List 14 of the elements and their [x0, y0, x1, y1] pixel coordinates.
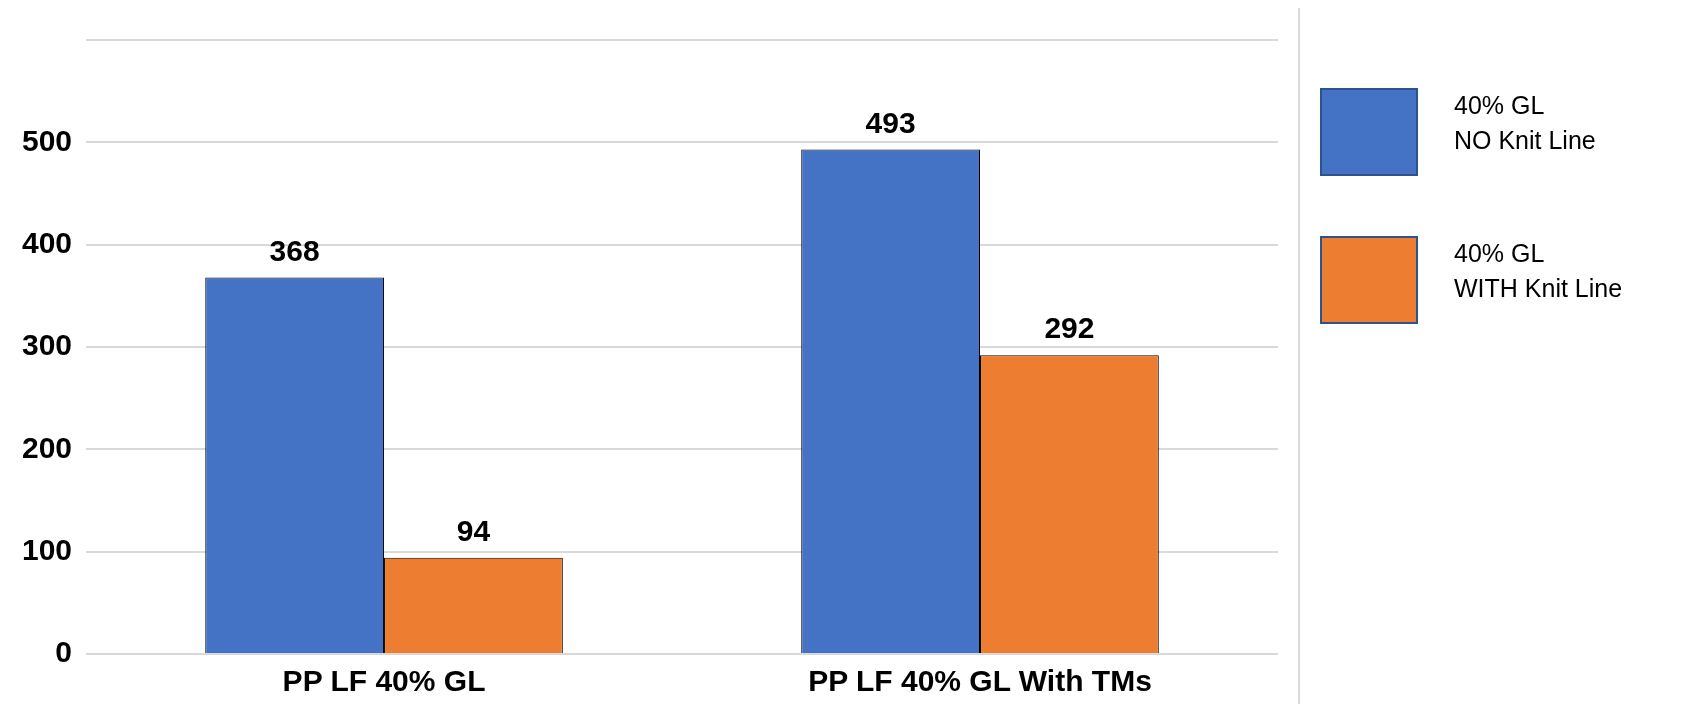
y-tick-label: 0 — [55, 635, 73, 669]
x-tick-label: PP LF 40% GL With TMs — [808, 664, 1152, 698]
data-label: 493 — [865, 105, 916, 139]
text: 40% GL WITH Knit Line — [1454, 238, 1623, 304]
x-tick-label: PP LF 40% GL — [282, 664, 486, 698]
y-tick-label: 300 — [21, 328, 73, 362]
data-label: 94 — [456, 514, 491, 548]
data-label: 368 — [269, 233, 320, 267]
text: 40% GL NO Knit Line — [1454, 90, 1596, 156]
y-tick-label: 200 — [21, 430, 73, 464]
y-tick-label: 500 — [21, 123, 73, 157]
y-tick-label: 100 — [21, 532, 73, 566]
data-label: 292 — [1044, 311, 1095, 345]
y-tick-label: 400 — [21, 225, 73, 259]
